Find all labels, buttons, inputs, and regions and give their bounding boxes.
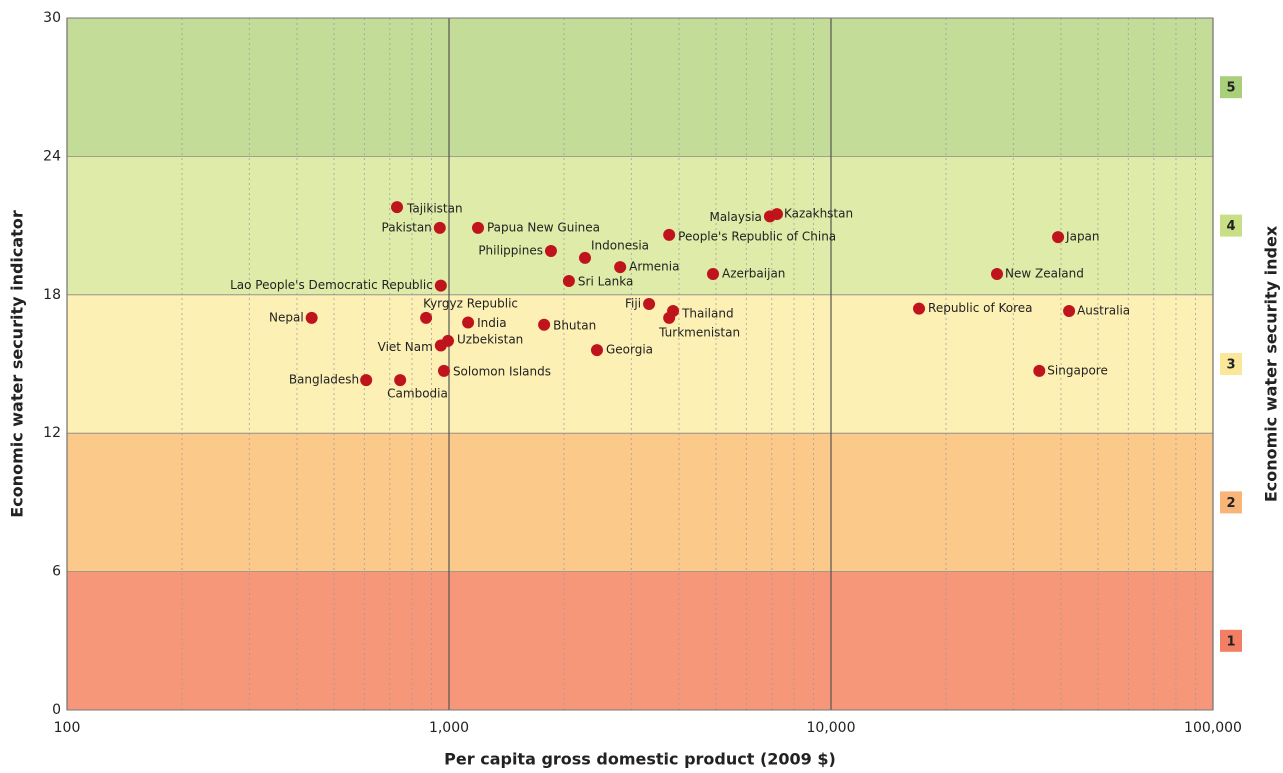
point xyxy=(471,221,484,234)
band xyxy=(67,433,1213,572)
y-tick-label: 12 xyxy=(43,425,61,441)
index-label: 5 xyxy=(1226,81,1235,96)
y-tick-label: 24 xyxy=(43,148,61,164)
x-axis-title: Per capita gross domestic product (2009 … xyxy=(444,750,836,769)
index-box xyxy=(1220,214,1242,237)
point-label: Bhutan xyxy=(553,318,596,332)
point xyxy=(1052,231,1065,244)
point xyxy=(1063,304,1076,317)
point-label: Japan xyxy=(1065,230,1099,244)
x-tick-label: 10,000 xyxy=(807,720,856,736)
point-label: Tajikistan xyxy=(406,202,463,216)
y2-axis-title: Economic water security index xyxy=(1262,225,1281,502)
point-label: Georgia xyxy=(606,343,653,357)
point-label: Australia xyxy=(1077,303,1130,317)
point-label: India xyxy=(477,316,506,330)
band xyxy=(67,18,1213,157)
band xyxy=(67,571,1213,710)
point-label: Philippines xyxy=(478,243,543,257)
point-label: Turkmenistan xyxy=(658,325,740,339)
point-label: Kazakhstan xyxy=(784,207,853,221)
point-label: Cambodia xyxy=(387,387,448,401)
point xyxy=(663,311,676,324)
index-label: 3 xyxy=(1226,358,1235,373)
x-tick-label: 100 xyxy=(54,720,81,736)
point xyxy=(643,298,656,311)
point-label: Thailand xyxy=(681,306,734,320)
point-label: Nepal xyxy=(269,310,304,324)
x-tick-label: 1,000 xyxy=(429,720,469,736)
point xyxy=(544,244,557,257)
point xyxy=(590,344,603,357)
point-label: Lao People's Democratic Republic xyxy=(230,278,433,292)
point xyxy=(434,279,447,292)
y-tick-label: 0 xyxy=(52,702,61,718)
y-tick-label: 18 xyxy=(43,287,61,303)
index-box xyxy=(1220,491,1242,514)
point-label: Republic of Korea xyxy=(928,301,1033,315)
point xyxy=(913,302,926,315)
point-label: Sri Lanka xyxy=(578,274,633,288)
point-label: Azerbaijan xyxy=(722,267,785,281)
plot-frame xyxy=(66,17,1214,711)
point xyxy=(538,318,551,331)
point xyxy=(614,261,627,274)
band xyxy=(67,156,1213,295)
index-box xyxy=(1220,629,1242,652)
point-label: Fiji xyxy=(625,297,641,311)
point xyxy=(462,316,475,329)
point xyxy=(562,274,575,287)
index-box xyxy=(1220,353,1242,375)
point xyxy=(391,201,404,214)
point-label: Malaysia xyxy=(709,210,761,224)
band xyxy=(67,294,1213,434)
point xyxy=(663,228,676,241)
point-label: Uzbekistan xyxy=(457,332,523,346)
point-label: Viet Nam xyxy=(378,340,433,354)
point-label: Pakistan xyxy=(382,220,432,234)
point-label: Singapore xyxy=(1047,363,1108,377)
index-label: 4 xyxy=(1226,219,1235,234)
point xyxy=(305,311,318,324)
index-label: 1 xyxy=(1226,634,1235,649)
y-tick-label: 30 xyxy=(43,10,61,26)
point xyxy=(360,374,373,387)
y-axis-title: Economic water security indicator xyxy=(8,210,27,518)
point-label: Bangladesh xyxy=(289,373,359,387)
point-label: New Zealand xyxy=(1005,267,1084,281)
point xyxy=(420,311,433,324)
point xyxy=(1033,364,1046,377)
x-tick-label: 100,000 xyxy=(1184,720,1242,736)
point xyxy=(706,268,719,281)
point-label: Indonesia xyxy=(591,238,649,252)
index-box xyxy=(1220,76,1242,99)
point-label: Papua New Guinea xyxy=(487,220,600,234)
point xyxy=(442,334,455,347)
point-label: Kyrgyz Republic xyxy=(423,296,518,310)
point-label: People's Republic of China xyxy=(678,229,836,243)
y-tick-label: 6 xyxy=(52,564,61,580)
index-label: 2 xyxy=(1226,496,1235,511)
point xyxy=(437,364,450,377)
point xyxy=(394,374,407,387)
point xyxy=(433,221,446,234)
point xyxy=(991,268,1004,281)
point xyxy=(579,251,592,264)
point xyxy=(770,208,783,221)
point-label: Solomon Islands xyxy=(453,364,551,378)
point-label: Armenia xyxy=(629,260,679,274)
